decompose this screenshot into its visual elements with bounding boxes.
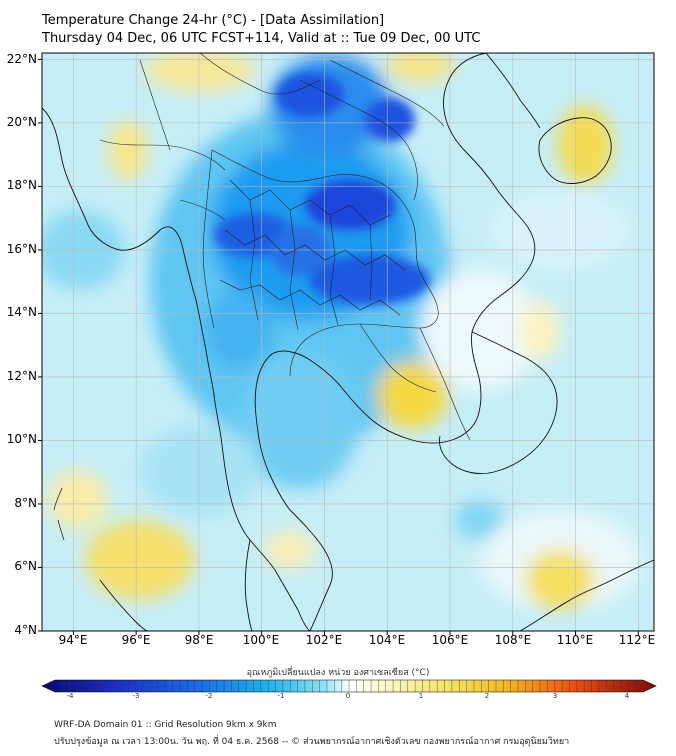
colorbar-tick: 2: [484, 692, 490, 700]
lon-label-102: 102°E: [305, 633, 343, 647]
colorbar-tick: -2: [205, 692, 213, 700]
lon-label-112: 112°E: [618, 633, 656, 647]
lat-label-20: 20°N: [6, 115, 37, 129]
temperature-field: [42, 53, 654, 631]
colorbar-tick: 0: [345, 692, 351, 700]
axis-ticks: [38, 58, 639, 635]
colorbar-label: อุณหภูมิเปลี่ยนแปลง หน่วย องศาเซลเซียส (…: [246, 668, 430, 678]
map-title: Temperature Change 24-hr (°C) - [Data As…: [42, 13, 385, 28]
province-boundaries: [99, 53, 471, 441]
lon-label-96: 96°E: [121, 633, 151, 647]
lat-label-18: 18°N: [6, 178, 37, 192]
colorbar-tick: 3: [552, 692, 558, 700]
map-frame: [41, 52, 655, 632]
colorbar-tick: -1: [277, 692, 285, 700]
coastlines-and-borders: [42, 53, 654, 631]
lon-label-98: 98°E: [184, 633, 214, 647]
lon-label-106: 106°E: [431, 633, 469, 647]
lat-label-8: 8°N: [14, 496, 37, 510]
lat-label-4: 4°N: [14, 623, 37, 637]
lat-label-10: 10°N: [6, 432, 37, 446]
colorbar-tick: -4: [66, 692, 74, 700]
colorbar-tick: 4: [624, 692, 630, 700]
colorbar: [41, 679, 657, 693]
graticule: [42, 53, 654, 631]
colorbar-tick: -3: [132, 692, 140, 700]
lat-label-16: 16°N: [6, 242, 37, 256]
lon-label-94: 94°E: [58, 633, 88, 647]
lat-label-14: 14°N: [6, 305, 37, 319]
lon-label-108: 108°E: [494, 633, 532, 647]
model-info: WRF-DA Domain 01 :: Grid Resolution 9km …: [54, 720, 277, 730]
credit-line: ปรับปรุงข้อมูล ณ เวลา 13:00น. วัน พฤ. ที…: [54, 737, 570, 747]
lon-label-104: 104°E: [368, 633, 406, 647]
lon-label-110: 110°E: [556, 633, 594, 647]
lat-label-6: 6°N: [14, 559, 37, 573]
lat-label-22: 22°N: [6, 52, 37, 66]
lat-label-12: 12°N: [6, 369, 37, 383]
map-subtitle: Thursday 04 Dec, 06 UTC FCST+114, Valid …: [42, 31, 481, 46]
colorbar-tick: 1: [418, 692, 424, 700]
lon-label-100: 100°E: [242, 633, 280, 647]
